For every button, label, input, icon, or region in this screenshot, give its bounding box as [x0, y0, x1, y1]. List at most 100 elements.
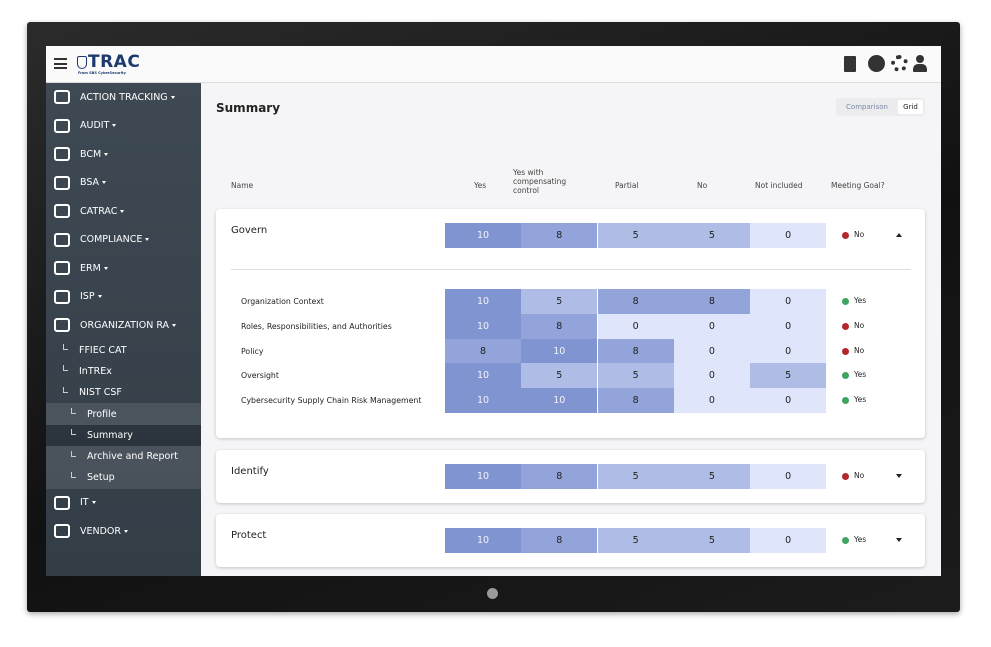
- score-cell: 0: [673, 388, 750, 414]
- sidebar-icon: [54, 90, 70, 105]
- sidebar-label: ISP: [80, 291, 95, 303]
- sidebar-item[interactable]: Setup: [46, 467, 201, 489]
- view-toggle: Comparison Grid: [836, 98, 925, 116]
- sidebar-item[interactable]: BSA: [46, 169, 201, 198]
- sidebar-item[interactable]: IT: [46, 489, 201, 518]
- sidebar-item[interactable]: FFIEC CAT: [46, 340, 201, 361]
- sidebar-item[interactable]: COMPLIANCE: [46, 226, 201, 255]
- score-cell: 10: [445, 313, 521, 339]
- expand-toggle[interactable]: [896, 473, 902, 478]
- help-icon[interactable]: [868, 55, 885, 72]
- score-cell: 10: [445, 363, 521, 389]
- score-cell: 0: [750, 528, 827, 553]
- score-cell: 0: [597, 313, 674, 339]
- score-cell: 5: [673, 463, 750, 489]
- sidebar-item[interactable]: BCM: [46, 140, 201, 169]
- score-cell: 5: [521, 363, 598, 389]
- score-cell: 5: [597, 363, 674, 389]
- sidebar-item[interactable]: Profile: [46, 403, 201, 425]
- divider: [231, 269, 911, 270]
- view-toggle-option[interactable]: Grid: [898, 100, 923, 114]
- score-cell: 10: [521, 388, 598, 414]
- sidebar-label: ACTION TRACKING: [80, 91, 168, 103]
- sidebar-icon: [54, 147, 70, 162]
- dropdown-caret: [124, 529, 129, 533]
- dropdown-caret: [172, 323, 177, 327]
- goal-dot: [842, 298, 849, 305]
- exit-icon[interactable]: [844, 56, 856, 72]
- sidebar-icon: [54, 175, 70, 190]
- score-cell: 0: [673, 363, 750, 389]
- score-cell: 5: [673, 528, 750, 553]
- goal-label: No: [854, 230, 865, 239]
- score-cell: 0: [673, 313, 750, 339]
- sidebar-label: FFIEC CAT: [79, 344, 127, 356]
- sidebar-item[interactable]: AUDIT: [46, 112, 201, 141]
- content: Summary Comparison Grid Name Yes Yes with c…: [201, 83, 941, 576]
- score-cell: 10: [445, 223, 521, 248]
- score-cell: 5: [750, 363, 827, 389]
- sidebar-item[interactable]: Summary: [46, 424, 201, 446]
- sidebar-icon: [54, 232, 70, 247]
- sidebar-icon: [54, 118, 70, 133]
- group-card: Protect 10 8 5 5 0 Yes: [216, 514, 925, 567]
- sidebar-icon: [54, 261, 70, 276]
- group-name: Protect: [231, 530, 267, 541]
- user-icon[interactable]: [913, 55, 927, 72]
- sidebar-icon: [54, 318, 70, 333]
- sidebar-label: ORGANIZATION RA: [80, 319, 170, 331]
- sidebar-item[interactable]: Archive and Report: [46, 446, 201, 468]
- settings-icon[interactable]: [891, 55, 908, 72]
- sidebar-label: Summary: [87, 429, 133, 441]
- dropdown-caret: [102, 181, 107, 185]
- sidebar-item[interactable]: ORGANIZATION RA: [46, 311, 201, 340]
- sidebar-item[interactable]: ERM: [46, 254, 201, 283]
- dropdown-caret: [120, 209, 125, 213]
- logo-subtitle: From SBS CyberSecurity: [78, 71, 126, 75]
- row-name: Organization Context: [241, 297, 324, 306]
- score-cell: 0: [750, 223, 827, 248]
- sidebar-item[interactable]: CATRAC: [46, 197, 201, 226]
- menu-button[interactable]: [54, 58, 67, 69]
- sidebar-item[interactable]: NIST CSF: [46, 382, 201, 403]
- dropdown-caret: [103, 266, 108, 270]
- sidebar-label: IT: [80, 497, 89, 509]
- sidebar-icon: [54, 524, 70, 539]
- sidebar-label: BCM: [80, 148, 102, 160]
- goal-label: Yes: [854, 535, 867, 544]
- score-cell: 0: [750, 289, 827, 314]
- tree-connector: [63, 386, 68, 393]
- goal-dot: [842, 232, 849, 239]
- goal-label: Yes: [854, 395, 867, 405]
- sidebar-item[interactable]: InTREx: [46, 361, 201, 382]
- goal-dot: [842, 347, 849, 355]
- goal-dot: [842, 472, 849, 480]
- sidebar-label: VENDOR: [80, 525, 122, 537]
- score-cell: 0: [750, 463, 827, 489]
- goal-dot: [842, 397, 849, 405]
- row-name: Roles, Responsibilities, and Authorities: [241, 321, 392, 331]
- score-cell: 5: [673, 223, 750, 248]
- sidebar-label: Setup: [87, 472, 115, 484]
- column-header: Name: [231, 181, 254, 190]
- sidebar-item[interactable]: ACTION TRACKING: [46, 83, 201, 112]
- goal-label: Yes: [854, 296, 867, 305]
- score-cell: 10: [521, 338, 598, 364]
- goal-dot: [842, 537, 849, 544]
- view-toggle-option[interactable]: Comparison: [846, 103, 888, 111]
- sidebar-item[interactable]: ISP: [46, 283, 201, 312]
- column-header: Yes with compensating control: [513, 168, 567, 195]
- sidebar-item[interactable]: VENDOR: [46, 517, 201, 546]
- sidebar-label: NIST CSF: [79, 387, 122, 399]
- tree-connector: [71, 450, 76, 457]
- logo-shield: [77, 56, 87, 69]
- group-name: Identify: [231, 465, 269, 477]
- expand-toggle[interactable]: [896, 538, 902, 542]
- dropdown-caret: [91, 501, 96, 505]
- dropdown-caret: [97, 295, 102, 299]
- score-cell: 8: [445, 338, 521, 364]
- sidebar-label: ERM: [80, 262, 101, 274]
- tree-connector: [71, 408, 76, 415]
- expand-toggle[interactable]: [896, 233, 902, 237]
- score-cell: 10: [445, 388, 521, 414]
